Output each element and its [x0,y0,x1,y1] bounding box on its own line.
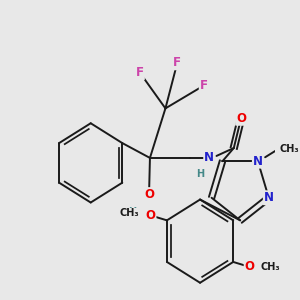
Text: N: N [253,155,263,168]
Text: H: H [196,169,204,179]
Text: N: N [264,191,274,204]
Text: O: O [244,260,255,273]
Text: CH₃: CH₃ [120,208,140,218]
Text: N: N [204,152,214,164]
Text: H: H [129,207,137,218]
Text: O: O [146,209,155,222]
Text: O: O [236,112,246,125]
Text: CH₃: CH₃ [280,144,299,154]
Text: F: F [200,79,208,92]
Text: O: O [144,188,154,201]
Text: F: F [173,56,181,69]
Text: CH₃: CH₃ [261,262,280,272]
Text: F: F [136,66,144,79]
